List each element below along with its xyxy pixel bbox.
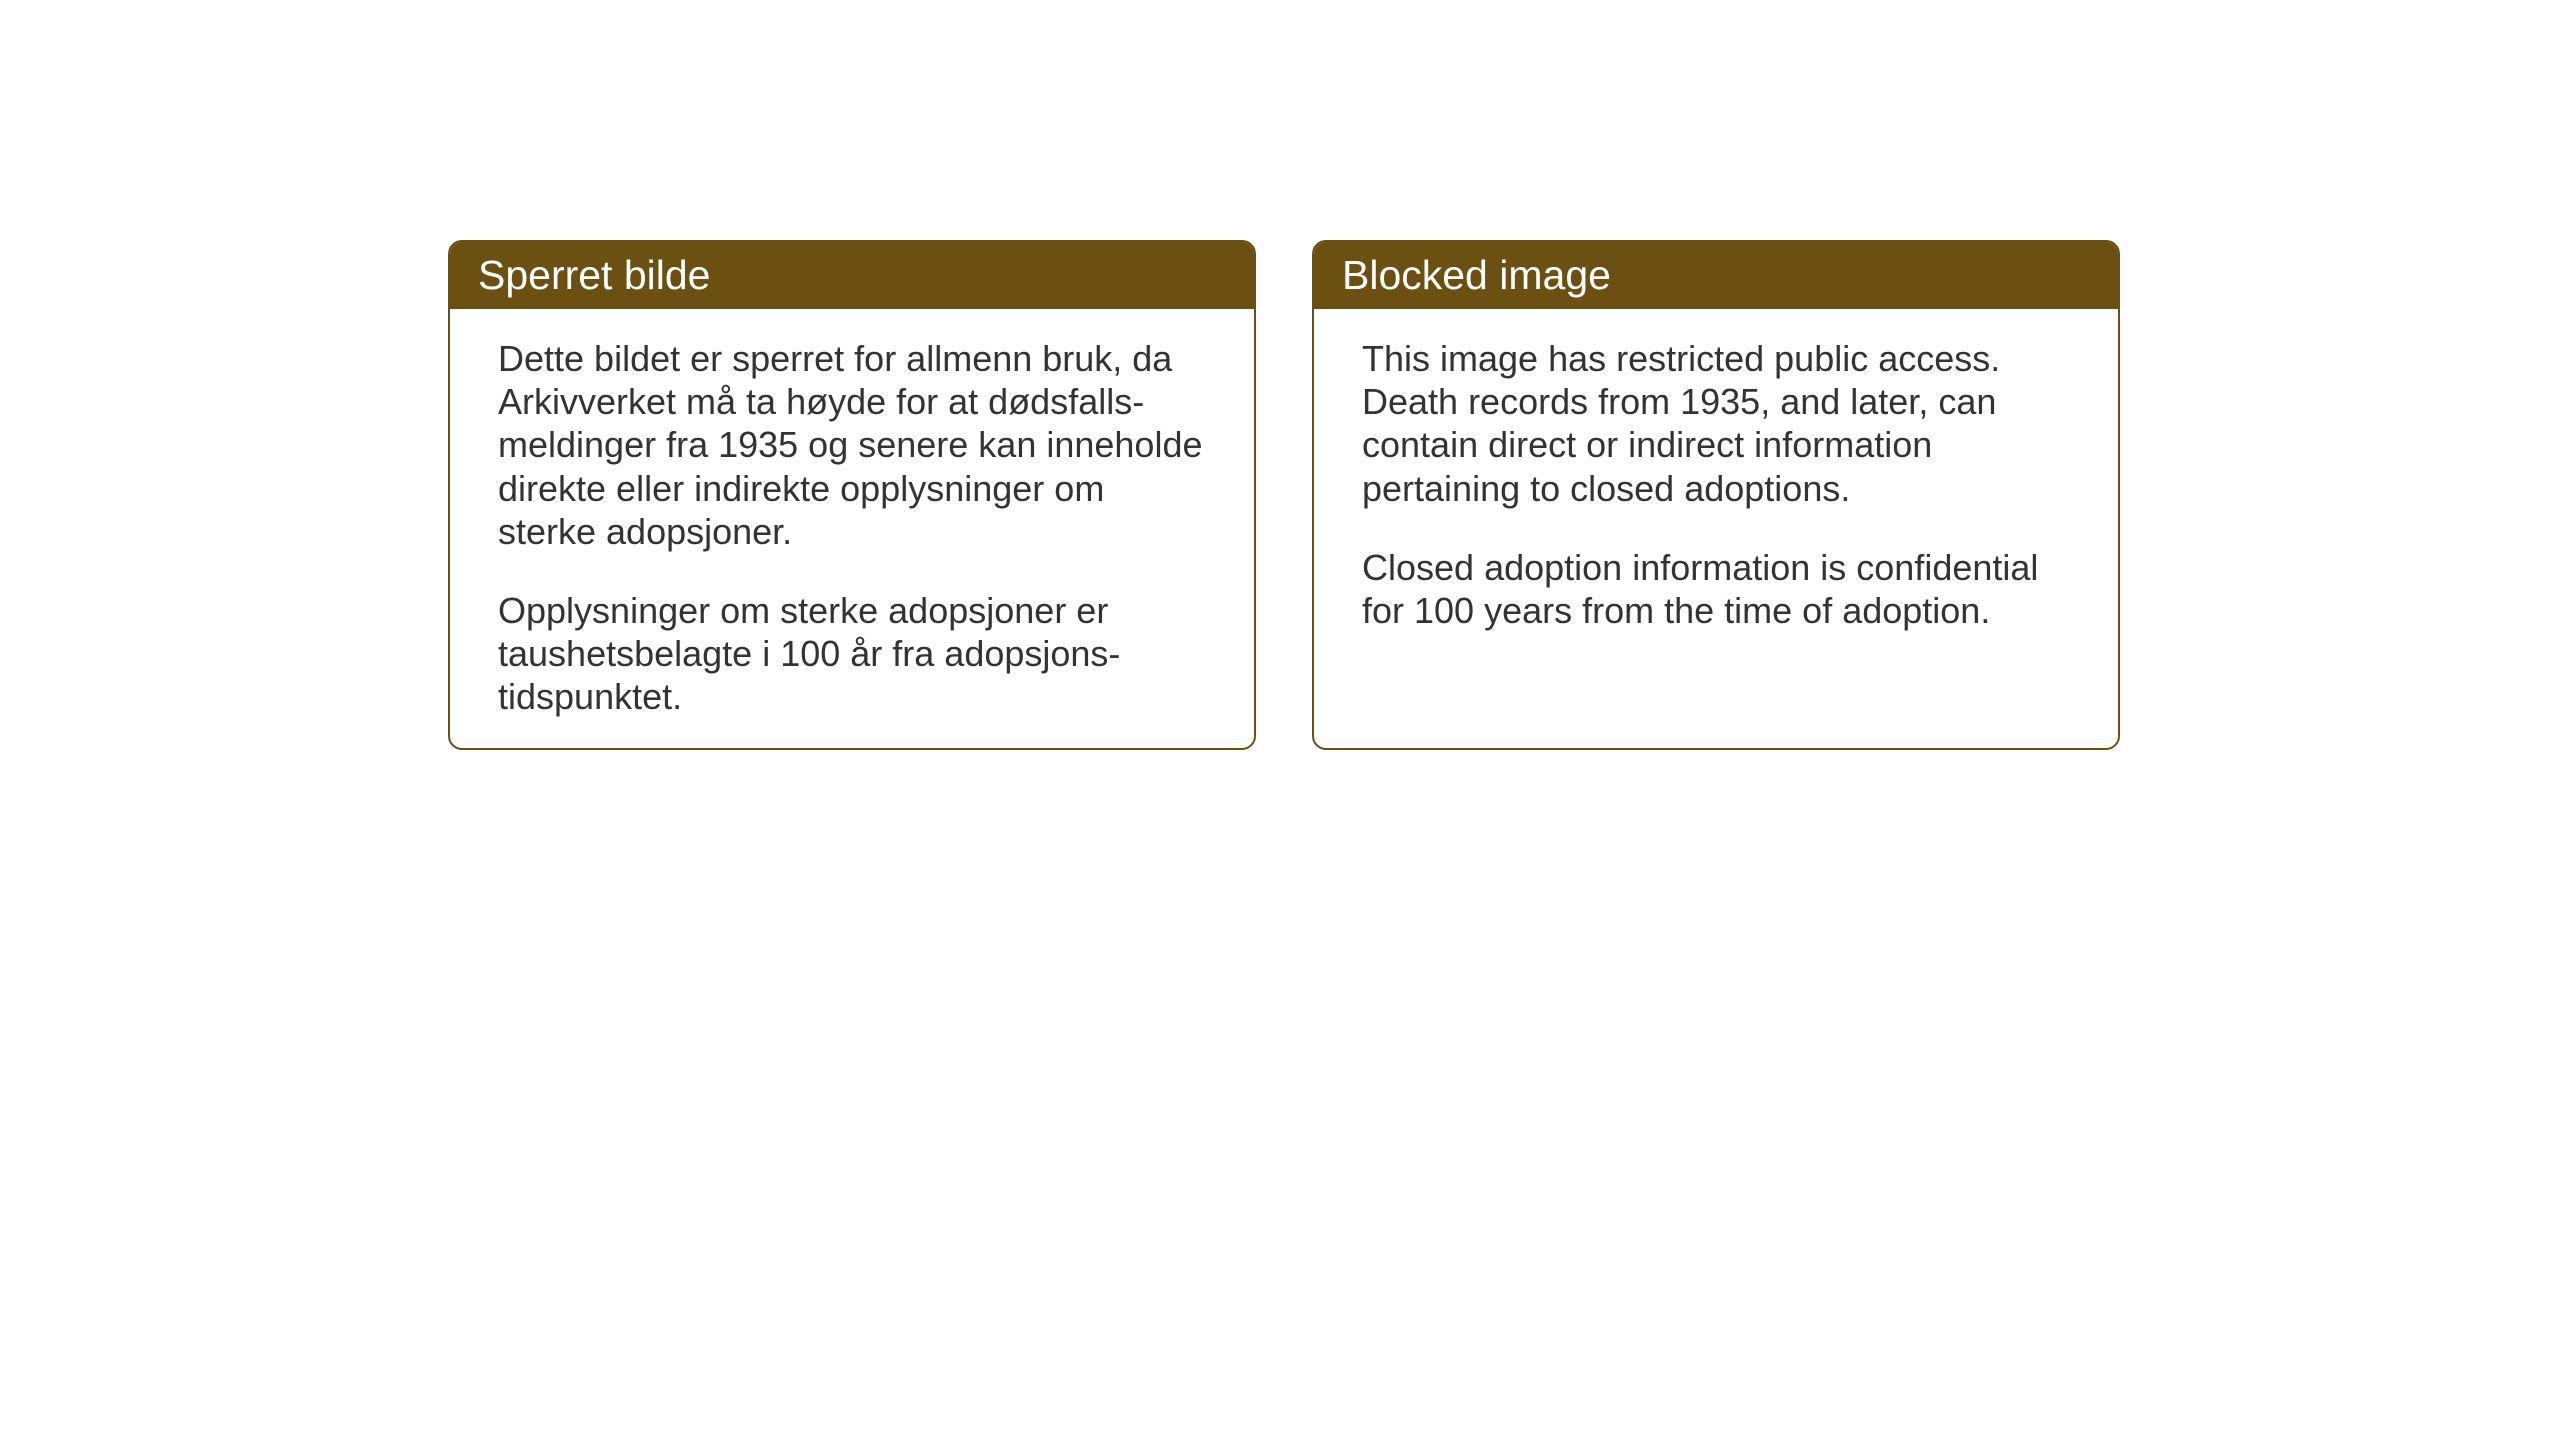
card-paragraph-1: Dette bildet er sperret for allmenn bruk… <box>498 337 1206 553</box>
card-paragraph-2: Opplysninger om sterke adopsjoner er tau… <box>498 589 1206 719</box>
card-title: Blocked image <box>1342 252 1611 298</box>
card-body: Dette bildet er sperret for allmenn bruk… <box>450 309 1254 750</box>
notice-container: Sperret bilde Dette bildet er sperret fo… <box>448 240 2120 750</box>
card-header: Sperret bilde <box>450 242 1254 309</box>
card-paragraph-2: Closed adoption information is confident… <box>1362 546 2070 632</box>
card-header: Blocked image <box>1314 242 2118 309</box>
card-body: This image has restricted public access.… <box>1314 309 2118 680</box>
notice-card-norwegian: Sperret bilde Dette bildet er sperret fo… <box>448 240 1256 750</box>
notice-card-english: Blocked image This image has restricted … <box>1312 240 2120 750</box>
card-title: Sperret bilde <box>478 252 710 298</box>
card-paragraph-1: This image has restricted public access.… <box>1362 337 2070 510</box>
